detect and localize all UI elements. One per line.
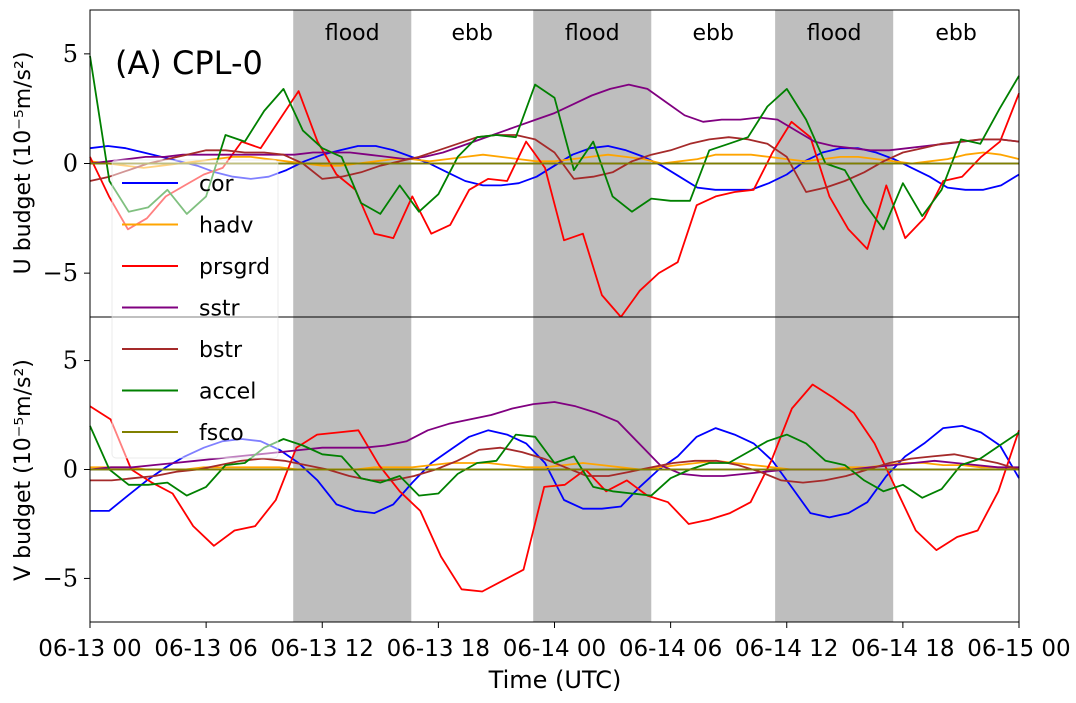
u-series-hadv xyxy=(89,151,1020,169)
legend: cor hadv prsgrd sstr bstr accel fsco xyxy=(111,159,279,459)
u-ytick-label: 5 xyxy=(63,40,78,68)
v-budget-axis-label: V budget (10⁻⁵m/s²) xyxy=(11,359,36,581)
xtick-label: 06-13 06 xyxy=(154,636,257,662)
u-budget-panel: flood ebb flood ebb flood ebb −505 (A) CPL-0 … xyxy=(11,9,1020,318)
xtick-label: 06-13 18 xyxy=(387,636,490,662)
u-budget-axis-label: U budget (10⁻⁵m/s²) xyxy=(11,52,36,275)
xtick-label: 06-14 12 xyxy=(735,636,838,662)
x-axis: 06-13 00 06-13 06 06-13 12 06-13 18 06-14 00… xyxy=(38,622,1071,694)
u-series-accel xyxy=(89,55,1020,231)
v-ytick-label: 5 xyxy=(63,347,78,375)
phase-label-flood-0: flood xyxy=(325,21,380,46)
u-series-prsgrd xyxy=(89,90,1020,318)
xtick-label: 06-14 18 xyxy=(851,636,954,662)
phase-label-ebb-3: ebb xyxy=(692,21,733,46)
legend-box xyxy=(111,159,279,459)
xtick-label: 06-15 00 xyxy=(967,636,1070,662)
legend-label-fsco: fsco xyxy=(199,421,244,446)
phase-label-ebb-1: ebb xyxy=(452,21,493,46)
v-series-prsgrd xyxy=(89,383,1020,593)
xtick-label: 06-14 00 xyxy=(503,636,606,662)
v-ytick-label: −5 xyxy=(43,564,78,592)
x-axis-label: Time (UTC) xyxy=(488,666,622,694)
xtick-label: 06-13 12 xyxy=(271,636,374,662)
legend-label-accel: accel xyxy=(199,380,256,405)
u-ytick-label: −5 xyxy=(43,259,78,287)
panel-label: (A) CPL-0 xyxy=(115,44,263,82)
legend-label-bstr: bstr xyxy=(199,338,243,363)
phase-label-flood-4: flood xyxy=(807,21,862,46)
v-budget-panel: −5 0 5 V budget (10⁻⁵m/s²) xyxy=(11,316,1020,623)
xtick-label: 06-14 06 xyxy=(619,636,722,662)
v-series-accel xyxy=(89,425,1020,499)
legend-label-prsgrd: prsgrd xyxy=(199,255,270,280)
u-ytick-label: 0 xyxy=(63,150,78,178)
u-series-bstr xyxy=(89,134,1020,193)
xtick-label: 06-13 00 xyxy=(38,636,141,662)
legend-label-hadv: hadv xyxy=(199,214,253,239)
phase-label-ebb-5: ebb xyxy=(935,21,976,46)
legend-label-cor: cor xyxy=(199,172,235,197)
phase-label-flood-2: flood xyxy=(565,21,620,46)
u-series-sstr xyxy=(89,83,1020,165)
legend-label-sstr: sstr xyxy=(199,297,241,322)
v-ytick-label: 0 xyxy=(63,456,78,484)
